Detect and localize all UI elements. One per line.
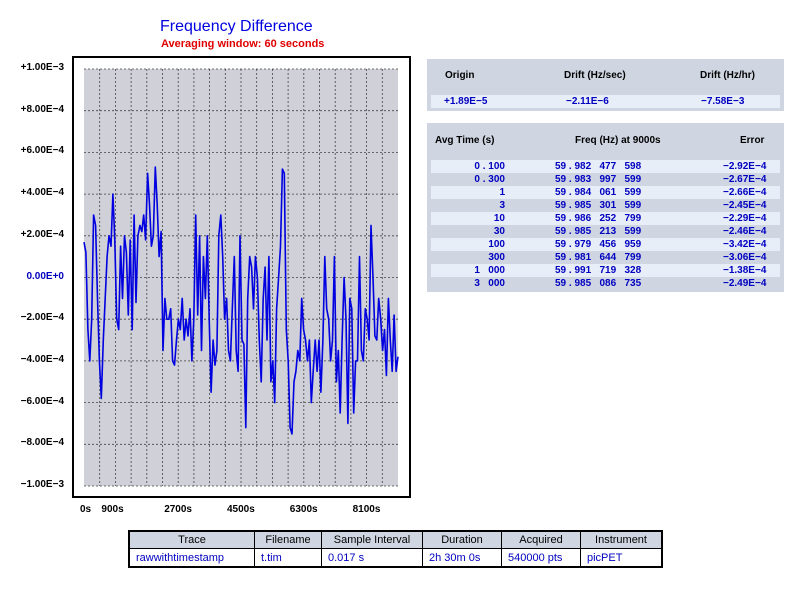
freq-value: 59 . 984 061 599 (555, 187, 642, 198)
freq-value: 59 . 979 456 959 (555, 239, 642, 250)
freq-value: 59 . 983 997 599 (555, 174, 642, 185)
chart-title: Frequency Difference (160, 18, 313, 35)
freq-value: 59 . 982 477 598 (555, 161, 642, 172)
avg-time-value: 30 (493, 226, 505, 237)
y-tick-label: +2.00E−4 (20, 228, 64, 240)
instrument-value: picPET (580, 548, 663, 568)
chart-subtitle: Averaging window: 60 seconds (161, 38, 325, 50)
plot-frame (72, 56, 411, 498)
drift-hz-hr-value: −7.58E−3 (701, 96, 745, 107)
freq-value: 59 . 991 719 328 (555, 265, 642, 276)
freq-value: 59 . 985 213 599 (555, 226, 642, 237)
avg-time-value: 0 . 300 (474, 174, 505, 185)
avg-time-value: 300 (488, 252, 505, 263)
error-value: −2.45E−4 (723, 200, 767, 211)
avg-time-value: 10 (493, 213, 505, 224)
instrument-header: Instrument (580, 530, 663, 549)
avg-time-value: 100 (488, 239, 505, 250)
x-tick-label: 4500s (227, 504, 255, 515)
freq-value: 59 . 985 301 599 (555, 200, 642, 211)
avg-row: 10 59 . 986 252 799 −2.29E−4 (431, 212, 780, 225)
error-value: −3.06E−4 (723, 252, 767, 263)
avg-row: 100 59 . 979 456 959 −3.42E−4 (431, 238, 780, 251)
trace-value: rawwithtimestamp (128, 548, 255, 568)
y-tick-label: +6.00E−4 (20, 145, 64, 157)
freq-value: 59 . 986 252 799 (555, 213, 642, 224)
avg-row: 0 . 300 59 . 983 997 599 −2.67E−4 (431, 173, 780, 186)
x-tick-label: 2700s (164, 504, 192, 515)
y-tick-label: −8.00E−4 (20, 437, 64, 449)
error-value: −2.49E−4 (723, 278, 767, 289)
avg-time-value: 0 . 100 (474, 161, 505, 172)
y-tick-label: −1.00E−3 (20, 479, 64, 490)
error-value: −3.42E−4 (723, 239, 767, 250)
frequency-difference-line (83, 166, 399, 435)
error-value: −2.66E−4 (723, 187, 767, 198)
avg-row: 1 000 59 . 991 719 328 −1.38E−4 (431, 264, 780, 277)
avg-row: 3 000 59 . 985 086 735 −2.49E−4 (431, 277, 780, 290)
origin-header: Origin (445, 70, 475, 81)
drift-hz-sec-value: −2.11E−6 (566, 96, 609, 107)
y-tick-label: +4.00E−4 (20, 187, 64, 199)
info-values-row: rawwithtimestamp t.tim 0.017 s 2h 30m 0s… (128, 548, 663, 568)
avg-row: 0 . 100 59 . 982 477 598 −2.92E−4 (431, 160, 780, 173)
avg-row: 3 59 . 985 301 599 −2.45E−4 (431, 199, 780, 212)
trace-info-table: Trace Filename Sample Interval Duration … (128, 530, 663, 568)
trace-header: Trace (128, 530, 255, 549)
origin-value: +1.89E−5 (444, 96, 488, 107)
drift-hz-sec-header: Drift (Hz/sec) (564, 70, 626, 81)
duration-header: Duration (422, 530, 502, 549)
y-tick-label: +1.00E−3 (20, 62, 64, 73)
averaging-panel: Avg Time (s) Freq (Hz) at 9000s Error 0 … (427, 123, 784, 292)
info-header-row: Trace Filename Sample Interval Duration … (128, 530, 663, 549)
drift-panel: Origin Drift (Hz/sec) Drift (Hz/hr) +1.8… (427, 59, 784, 111)
freq-header: Freq (Hz) at 9000s (575, 135, 661, 146)
avg-row: 300 59 . 981 644 799 −3.06E−4 (431, 251, 780, 264)
y-tick-label: 0.00E+0 (26, 270, 64, 282)
acquired-header: Acquired (501, 530, 581, 549)
x-tick-label: 8100s (352, 504, 381, 515)
y-tick-label: +8.00E−4 (20, 103, 64, 115)
y-tick-label: −4.00E−4 (20, 353, 64, 365)
y-tick-label: −2.00E−4 (20, 312, 64, 324)
x-tick-label: 6300s (289, 504, 318, 515)
error-header: Error (740, 135, 765, 146)
error-value: −1.38E−4 (723, 265, 767, 276)
error-value: −2.67E−4 (723, 174, 767, 185)
sample-interval-value: 0.017 s (321, 548, 423, 568)
avg-time-value: 1 000 (474, 265, 505, 276)
x-tick-label: 900s (101, 504, 124, 515)
drift-hz-hr-header: Drift (Hz/hr) (700, 70, 755, 81)
freq-value: 59 . 985 086 735 (555, 278, 642, 289)
avg-time-header: Avg Time (s) (435, 135, 495, 146)
x-tick-label: 0s (80, 504, 92, 515)
duration-value: 2h 30m 0s (422, 548, 502, 568)
error-value: −2.29E−4 (723, 213, 767, 224)
avg-time-value: 3 (499, 200, 505, 211)
y-tick-label: −6.00E−4 (20, 395, 64, 407)
avg-row: 30 59 . 985 213 599 −2.46E−4 (431, 225, 780, 238)
sample-interval-header: Sample Interval (321, 530, 423, 549)
drift-values-row: +1.89E−5 −2.11E−6 −7.58E−3 (431, 95, 780, 108)
acquired-value: 540000 pts (501, 548, 581, 568)
error-value: −2.46E−4 (723, 226, 767, 237)
avg-time-value: 3 000 (474, 278, 505, 289)
avg-time-value: 1 (499, 187, 505, 198)
freq-value: 59 . 981 644 799 (555, 252, 642, 263)
error-value: −2.92E−4 (723, 161, 767, 172)
filename-header: Filename (254, 530, 322, 549)
filename-value: t.tim (254, 548, 322, 568)
avg-row: 1 59 . 984 061 599 −2.66E−4 (431, 186, 780, 199)
